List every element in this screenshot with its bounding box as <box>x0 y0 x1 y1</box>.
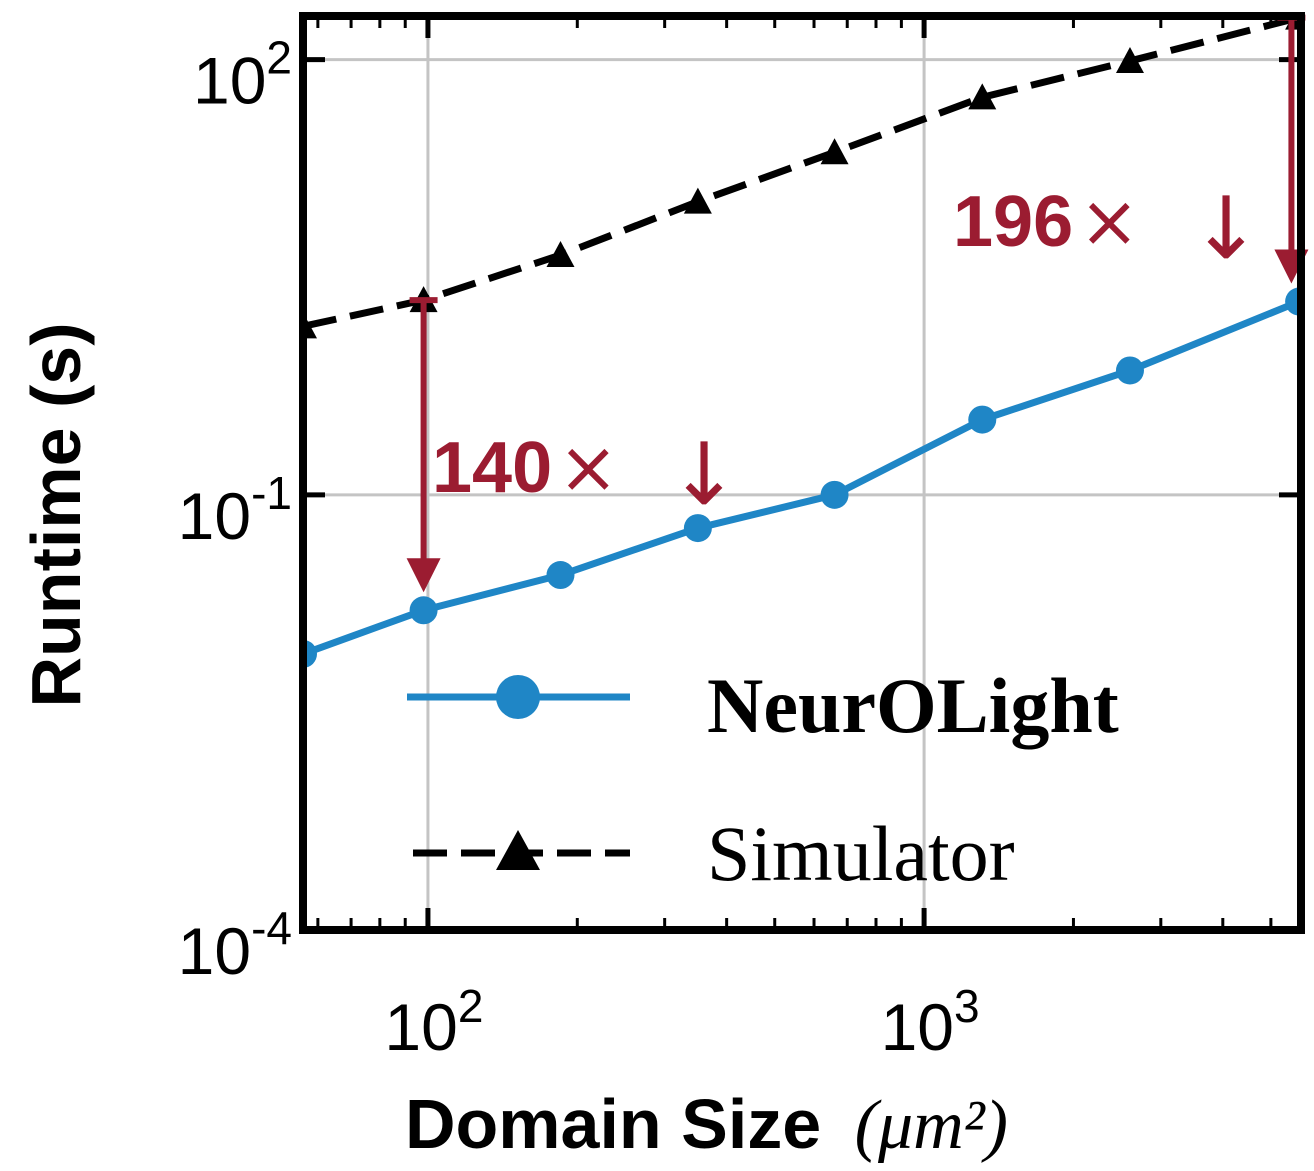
data-point-neurolight <box>820 480 849 509</box>
data-point-simulator <box>683 187 712 214</box>
legend-label-simulator: Simulator <box>707 810 1015 897</box>
legend-label-neurolight: NeurOLight <box>707 662 1119 749</box>
plot-frame <box>299 12 1305 934</box>
y-tick-base: 10 <box>178 914 251 988</box>
legend-marker-simulator <box>496 830 540 870</box>
x-tick-label: 102 <box>384 980 483 1064</box>
speedup-times: × <box>558 425 618 509</box>
y-tick-base: 10 <box>193 44 266 118</box>
speedup-label: 140× <box>432 425 618 509</box>
y-tick-label: 10-4 <box>178 902 292 988</box>
y-tick-label: 102 <box>193 32 292 118</box>
x-axis-label: Domain Size <box>405 1085 821 1163</box>
data-point-simulator <box>546 241 575 268</box>
y-tick-label: 10-1 <box>178 467 292 553</box>
x-tick-exponent: 3 <box>954 980 980 1032</box>
data-point-neurolight <box>968 405 997 434</box>
speedup-annotations: 140× ↓196× ↓ <box>406 14 1309 593</box>
data-point-neurolight <box>546 561 575 590</box>
data-point-neurolight <box>409 596 438 625</box>
x-tick-exponent: 2 <box>458 980 484 1032</box>
x-axis-title: Domain Size (μm²) <box>405 1085 1008 1164</box>
data-point-neurolight <box>1115 356 1144 385</box>
y-tick-exponent: 2 <box>266 32 292 84</box>
series-layer <box>303 16 1301 668</box>
series-line-simulator <box>303 16 1300 330</box>
speedup-arrow-head <box>406 558 441 593</box>
data-point-neurolight <box>683 514 712 543</box>
x-tick-base: 10 <box>881 990 954 1064</box>
x-tick-base: 10 <box>384 990 457 1064</box>
x-axis-unit: (μm²) <box>855 1087 1008 1164</box>
data-point-simulator <box>968 83 997 110</box>
y-tick-exponent: -1 <box>251 467 292 519</box>
speedup-label: 196× <box>953 179 1139 263</box>
speedup-down-arrow: ↓ <box>1190 179 1262 279</box>
speedup-value: 140 <box>432 428 552 508</box>
series-line-neurolight <box>303 298 1301 658</box>
speedup-value: 196 <box>953 182 1073 262</box>
legend-marker-neurolight <box>496 675 540 719</box>
y-axis-title: Runtime (s) <box>17 323 95 708</box>
data-point-simulator <box>1115 46 1144 73</box>
y-tick-exponent: -4 <box>251 902 292 954</box>
speedup-times: × <box>1079 179 1139 263</box>
data-point-simulator <box>820 138 849 165</box>
x-tick-label: 103 <box>881 980 980 1064</box>
speedup-down-arrow: ↓ <box>668 425 740 525</box>
y-tick-base: 10 <box>178 479 251 553</box>
legend: NeurOLight Simulator <box>407 662 1119 897</box>
